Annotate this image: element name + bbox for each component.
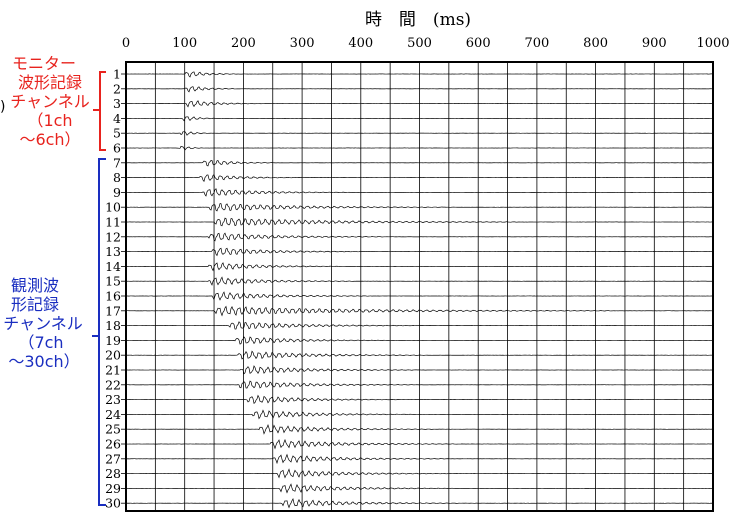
channel-label: 25	[105, 422, 121, 437]
channel-trace	[126, 100, 713, 108]
channel-trace	[126, 217, 713, 227]
channel-label: 5	[113, 126, 121, 141]
x-tick-label: 600	[466, 36, 491, 51]
channel-label: 26	[105, 437, 121, 452]
channel-label: 20	[105, 348, 121, 363]
channel-label: 8	[113, 170, 121, 185]
channel-trace	[126, 262, 713, 272]
channel-label: 9	[113, 185, 121, 200]
channel-label: 13	[105, 244, 121, 259]
channel-trace	[126, 291, 713, 301]
channel-label: 3	[113, 96, 121, 111]
channel-trace	[126, 438, 713, 450]
channel-label: 15	[105, 274, 121, 289]
channel-label: 17	[105, 303, 121, 318]
x-tick-label: 1000	[696, 36, 729, 51]
channel-label: 30	[105, 496, 121, 511]
channel-label: 12	[105, 229, 121, 244]
observed-line-1: 観測波	[10, 276, 59, 295]
channel-label: 11	[105, 215, 121, 230]
observed-line-2: 形記録	[10, 295, 59, 314]
channel-trace	[126, 453, 713, 465]
channel-trace	[126, 276, 713, 286]
channel-label: 10	[105, 200, 121, 215]
x-tick-label: 700	[524, 36, 549, 51]
channel-trace	[126, 247, 713, 257]
channel-label: 29	[105, 481, 121, 496]
x-tick-label: 100	[172, 36, 197, 51]
channel-label: 1	[113, 67, 121, 82]
channel-label: 28	[105, 466, 121, 481]
channel-trace	[126, 174, 713, 183]
observed-line-4: （7ch	[18, 333, 64, 352]
observed-line-5: ～30ch）	[8, 352, 80, 371]
channel-label: 6	[113, 141, 121, 156]
x-tick-label: 500	[407, 36, 432, 51]
monitor-line-5: ～6ch）	[19, 130, 81, 149]
observed-annotation: 観測波 形記録 チャンネル （7ch ～30ch）	[0, 276, 96, 371]
waveform-traces	[126, 71, 713, 509]
channel-label: 19	[105, 333, 121, 348]
channel-trace	[126, 409, 713, 420]
channel-label: 24	[105, 407, 121, 422]
channel-trace	[126, 145, 713, 151]
channel-trace	[126, 159, 713, 167]
x-tick-labels: 0 100 200 300 400 500 600 700 800 900 1000	[122, 36, 730, 51]
chart-title: 時 間 (ms)	[365, 10, 471, 30]
channel-trace	[126, 394, 713, 405]
x-tick-label: 0	[122, 36, 130, 51]
monitor-line-2: 波形記録	[17, 73, 82, 92]
channel-trace	[126, 116, 713, 122]
channel-trace	[126, 380, 713, 389]
channel-label: 22	[105, 377, 121, 392]
channel-label: 23	[105, 392, 121, 407]
channel-trace	[126, 350, 713, 360]
plot-frame	[125, 61, 714, 512]
channel-labels: 1234567891011121314151617181920212223242…	[105, 67, 126, 511]
channel-label: 14	[105, 259, 121, 274]
stray-mark: )	[0, 99, 6, 115]
channel-trace	[126, 498, 713, 509]
channel-label: 18	[105, 318, 121, 333]
observed-line-3: チャンネル	[3, 314, 83, 333]
monitor-line-4: （1ch	[27, 111, 73, 130]
x-tick-label: 900	[642, 36, 667, 51]
channel-trace	[126, 423, 713, 435]
time-grid	[154, 62, 685, 511]
channel-trace	[126, 321, 713, 330]
channel-label: 27	[105, 451, 121, 466]
channel-trace	[126, 86, 713, 93]
x-tick-label: 800	[583, 36, 608, 51]
channel-trace	[127, 232, 713, 242]
channel-label: 16	[105, 289, 121, 304]
channel-trace	[126, 305, 713, 317]
channel-trace	[126, 365, 713, 375]
channel-label: 2	[113, 81, 121, 96]
channel-label: 7	[113, 155, 121, 170]
channel-trace	[126, 131, 713, 136]
monitor-bracket	[93, 71, 106, 151]
observed-bracket	[92, 158, 106, 506]
channel-trace	[126, 468, 713, 479]
monitor-line-3: チャンネル	[10, 92, 90, 111]
channel-trace	[126, 71, 712, 78]
x-tick-label: 300	[290, 36, 315, 51]
channel-trace	[126, 483, 713, 494]
monitor-line-1: モニター	[11, 54, 76, 73]
channel-label: 21	[105, 363, 121, 378]
channel-label: 4	[113, 111, 121, 126]
monitor-annotation: モニター 波形記録 チャンネル （1ch ～6ch）	[2, 54, 98, 149]
channel-trace	[126, 188, 713, 197]
channel-trace	[126, 203, 713, 212]
channel-trace	[126, 336, 713, 345]
x-tick-label: 400	[348, 36, 373, 51]
x-tick-label: 200	[231, 36, 256, 51]
